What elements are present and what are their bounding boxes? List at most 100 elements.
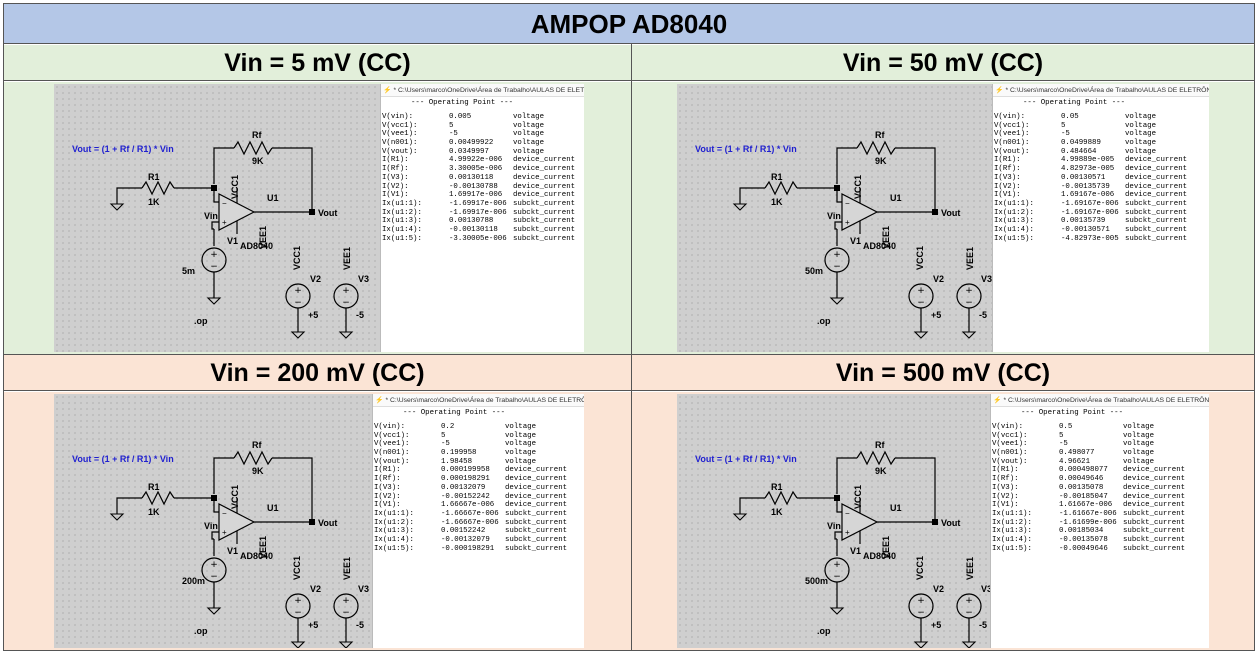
result-row: Ix(u1:4): -0.00130118 subckt_current [381, 226, 584, 235]
schematic-canvas[interactable]: − + + − + − + − Vout = (1 + Rf / R1) * Vin Rf 9K R1… [54, 84, 380, 352]
result-row: I(V1): 1.69917e-006 device_current [381, 191, 584, 200]
result-row: I(V3): 0.00130571 device_current [993, 174, 1209, 183]
r1-value: 1K [771, 507, 783, 517]
v3-value: -5 [356, 620, 364, 630]
result-type: subckt_current [1123, 535, 1186, 544]
ltspice-screenshot-1: − + + − + − + − Vout = (1 + Rf / R1) * Vin Rf 9K R1… [54, 84, 584, 352]
formula-label: Vout = (1 + Rf / R1) * Vin [695, 454, 797, 464]
result-type: voltage [1123, 449, 1155, 458]
result-quantity: I(V2): [374, 492, 401, 501]
result-type: voltage [1125, 139, 1157, 148]
result-type: voltage [505, 431, 537, 440]
result-type: device_current [513, 182, 576, 191]
svg-text:+: + [342, 286, 350, 296]
result-row: I(V1): 1.69167e-006 device_current [993, 191, 1209, 200]
result-quantity: Ix(u1:5): [374, 544, 414, 553]
window-titlebar[interactable]: ⚡ * C:\Users\marco\OneDrive\Área de Traba… [991, 394, 1209, 407]
window-titlebar[interactable]: ⚡ * C:\Users\marco\OneDrive\Área de Traba… [993, 84, 1209, 97]
result-quantity: I(V2): [382, 182, 409, 191]
schematic-canvas[interactable]: − + + − + − + − Vout = (1 + Rf / R1) * Vin Rf 9K R1… [677, 394, 990, 648]
window-titlebar[interactable]: ⚡ * C:\Users\marco\OneDrive\Área de Traba… [381, 84, 584, 97]
operating-point-window[interactable]: ⚡ * C:\Users\marco\OneDrive\Área de Traba… [990, 394, 1209, 648]
result-type: voltage [1123, 440, 1155, 449]
result-quantity: V(vin): [374, 423, 406, 431]
r1-label: R1 [771, 482, 783, 492]
operating-point-window[interactable]: ⚡ * C:\Users\marco\OneDrive\Área de Traba… [380, 84, 584, 352]
result-value: -3.30005e-006 [449, 234, 507, 243]
v2-net-label: VCC1 [915, 556, 925, 580]
formula-label: Vout = (1 + Rf / R1) * Vin [695, 144, 797, 154]
result-quantity: Ix(u1:3): [992, 527, 1032, 536]
result-row: I(V2): -0.00135739 device_current [993, 183, 1209, 192]
result-value: 0.0349997 [449, 147, 489, 156]
result-value: 0.05 [1061, 113, 1079, 121]
result-row: I(R1): 0.000199958 device_current [373, 466, 584, 475]
part-label: AD8040 [863, 551, 896, 561]
result-type: device_current [505, 501, 568, 510]
vcc1-label: VCC1 [230, 485, 240, 509]
result-type: voltage [505, 440, 537, 449]
result-value: 4.96621 [1059, 457, 1091, 466]
v2-value: +5 [308, 310, 318, 320]
result-row: V(vcc1): 5 voltage [991, 432, 1209, 441]
result-value: -1.66667e-006 [441, 509, 499, 518]
result-row: V(vcc1): 5 voltage [373, 432, 584, 441]
result-row: V(n001): 0.0499889 voltage [993, 139, 1209, 148]
schematic-canvas[interactable]: − + + − + − + − Vout = (1 + Rf / R1) * Vin Rf 9K R1… [677, 84, 992, 352]
result-row: V(vout): 0.484664 voltage [993, 148, 1209, 157]
result-type: device_current [505, 492, 568, 501]
u1-label: U1 [890, 193, 902, 203]
result-value: 4.99889e-005 [1061, 156, 1115, 165]
result-row: V(n001): 0.199958 voltage [373, 449, 584, 458]
v3-net-label: VEE1 [965, 247, 975, 270]
result-value: 0.199958 [441, 449, 477, 458]
operating-point-window[interactable]: ⚡ * C:\Users\marco\OneDrive\Área de Traba… [992, 84, 1209, 352]
result-value: 0.498077 [1059, 449, 1095, 458]
result-quantity: Ix(u1:3): [374, 527, 414, 536]
r1-value: 1K [148, 197, 160, 207]
v3-label: V3 [358, 274, 369, 284]
result-quantity: Ix(u1:3): [994, 217, 1034, 226]
result-row: I(R1): 0.000498077 device_current [991, 466, 1209, 475]
result-value: -1.69167e-006 [1061, 208, 1119, 217]
result-value: -0.00152242 [441, 492, 490, 501]
panel-header-4: Vin = 500 mV (CC) [632, 355, 1254, 391]
result-quantity: Ix(u1:5): [994, 234, 1034, 243]
result-row: Ix(u1:5): -0.000198291 subckt_current [373, 545, 584, 554]
window-titlebar[interactable]: ⚡ * C:\Users\marco\OneDrive\Área de Traba… [373, 394, 584, 407]
formula-label: Vout = (1 + Rf / R1) * Vin [72, 144, 174, 154]
result-type: device_current [1125, 156, 1188, 165]
result-value: 4.82973e-005 [1061, 165, 1115, 174]
v1-label: V1 [227, 236, 238, 246]
operating-point-window[interactable]: ⚡ * C:\Users\marco\OneDrive\Área de Traba… [372, 394, 584, 648]
schematic-canvas[interactable]: − + + − + − + − Vout = (1 + Rf / R1) * Vin Rf 9K R1… [54, 394, 372, 648]
svg-text:+: + [342, 596, 350, 606]
result-row: Ix(u1:4): -0.00132079 subckt_current [373, 536, 584, 545]
result-type: voltage [1125, 121, 1157, 130]
window-title: * C:\Users\marco\OneDrive\Área de Trabal… [1005, 87, 1209, 94]
formula-label: Vout = (1 + Rf / R1) * Vin [72, 454, 174, 464]
rf-value: 9K [875, 156, 887, 166]
result-type: voltage [513, 130, 545, 139]
result-quantity: Ix(u1:2): [382, 208, 422, 217]
result-quantity: I(R1): [374, 466, 401, 475]
result-quantity: I(V3): [992, 483, 1019, 492]
result-type: subckt_current [505, 518, 568, 527]
result-value: -0.00185047 [1059, 492, 1108, 501]
svg-text:−: − [342, 608, 350, 618]
result-value: 1.69167e-006 [1061, 191, 1115, 200]
ltspice-app-icon: ⚡ [375, 397, 384, 404]
result-value: 0.0499889 [1061, 139, 1101, 148]
result-quantity: I(V2): [994, 182, 1021, 191]
operating-point-heading: --- Operating Point --- [403, 409, 506, 417]
result-row: V(vin): 0.2 voltage [373, 423, 584, 432]
result-type: device_current [1125, 191, 1188, 200]
result-quantity: V(vee1): [994, 130, 1030, 139]
result-row: I(Rf): 0.00049646 device_current [991, 475, 1209, 484]
svg-text:−: − [917, 298, 925, 308]
svg-text:−: − [845, 199, 850, 208]
result-value: 1.69917e-006 [449, 191, 503, 200]
result-row: Ix(u1:2): -1.69917e-006 subckt_current [381, 209, 584, 218]
result-quantity: V(vout): [374, 457, 410, 466]
result-quantity: V(vout): [992, 457, 1028, 466]
